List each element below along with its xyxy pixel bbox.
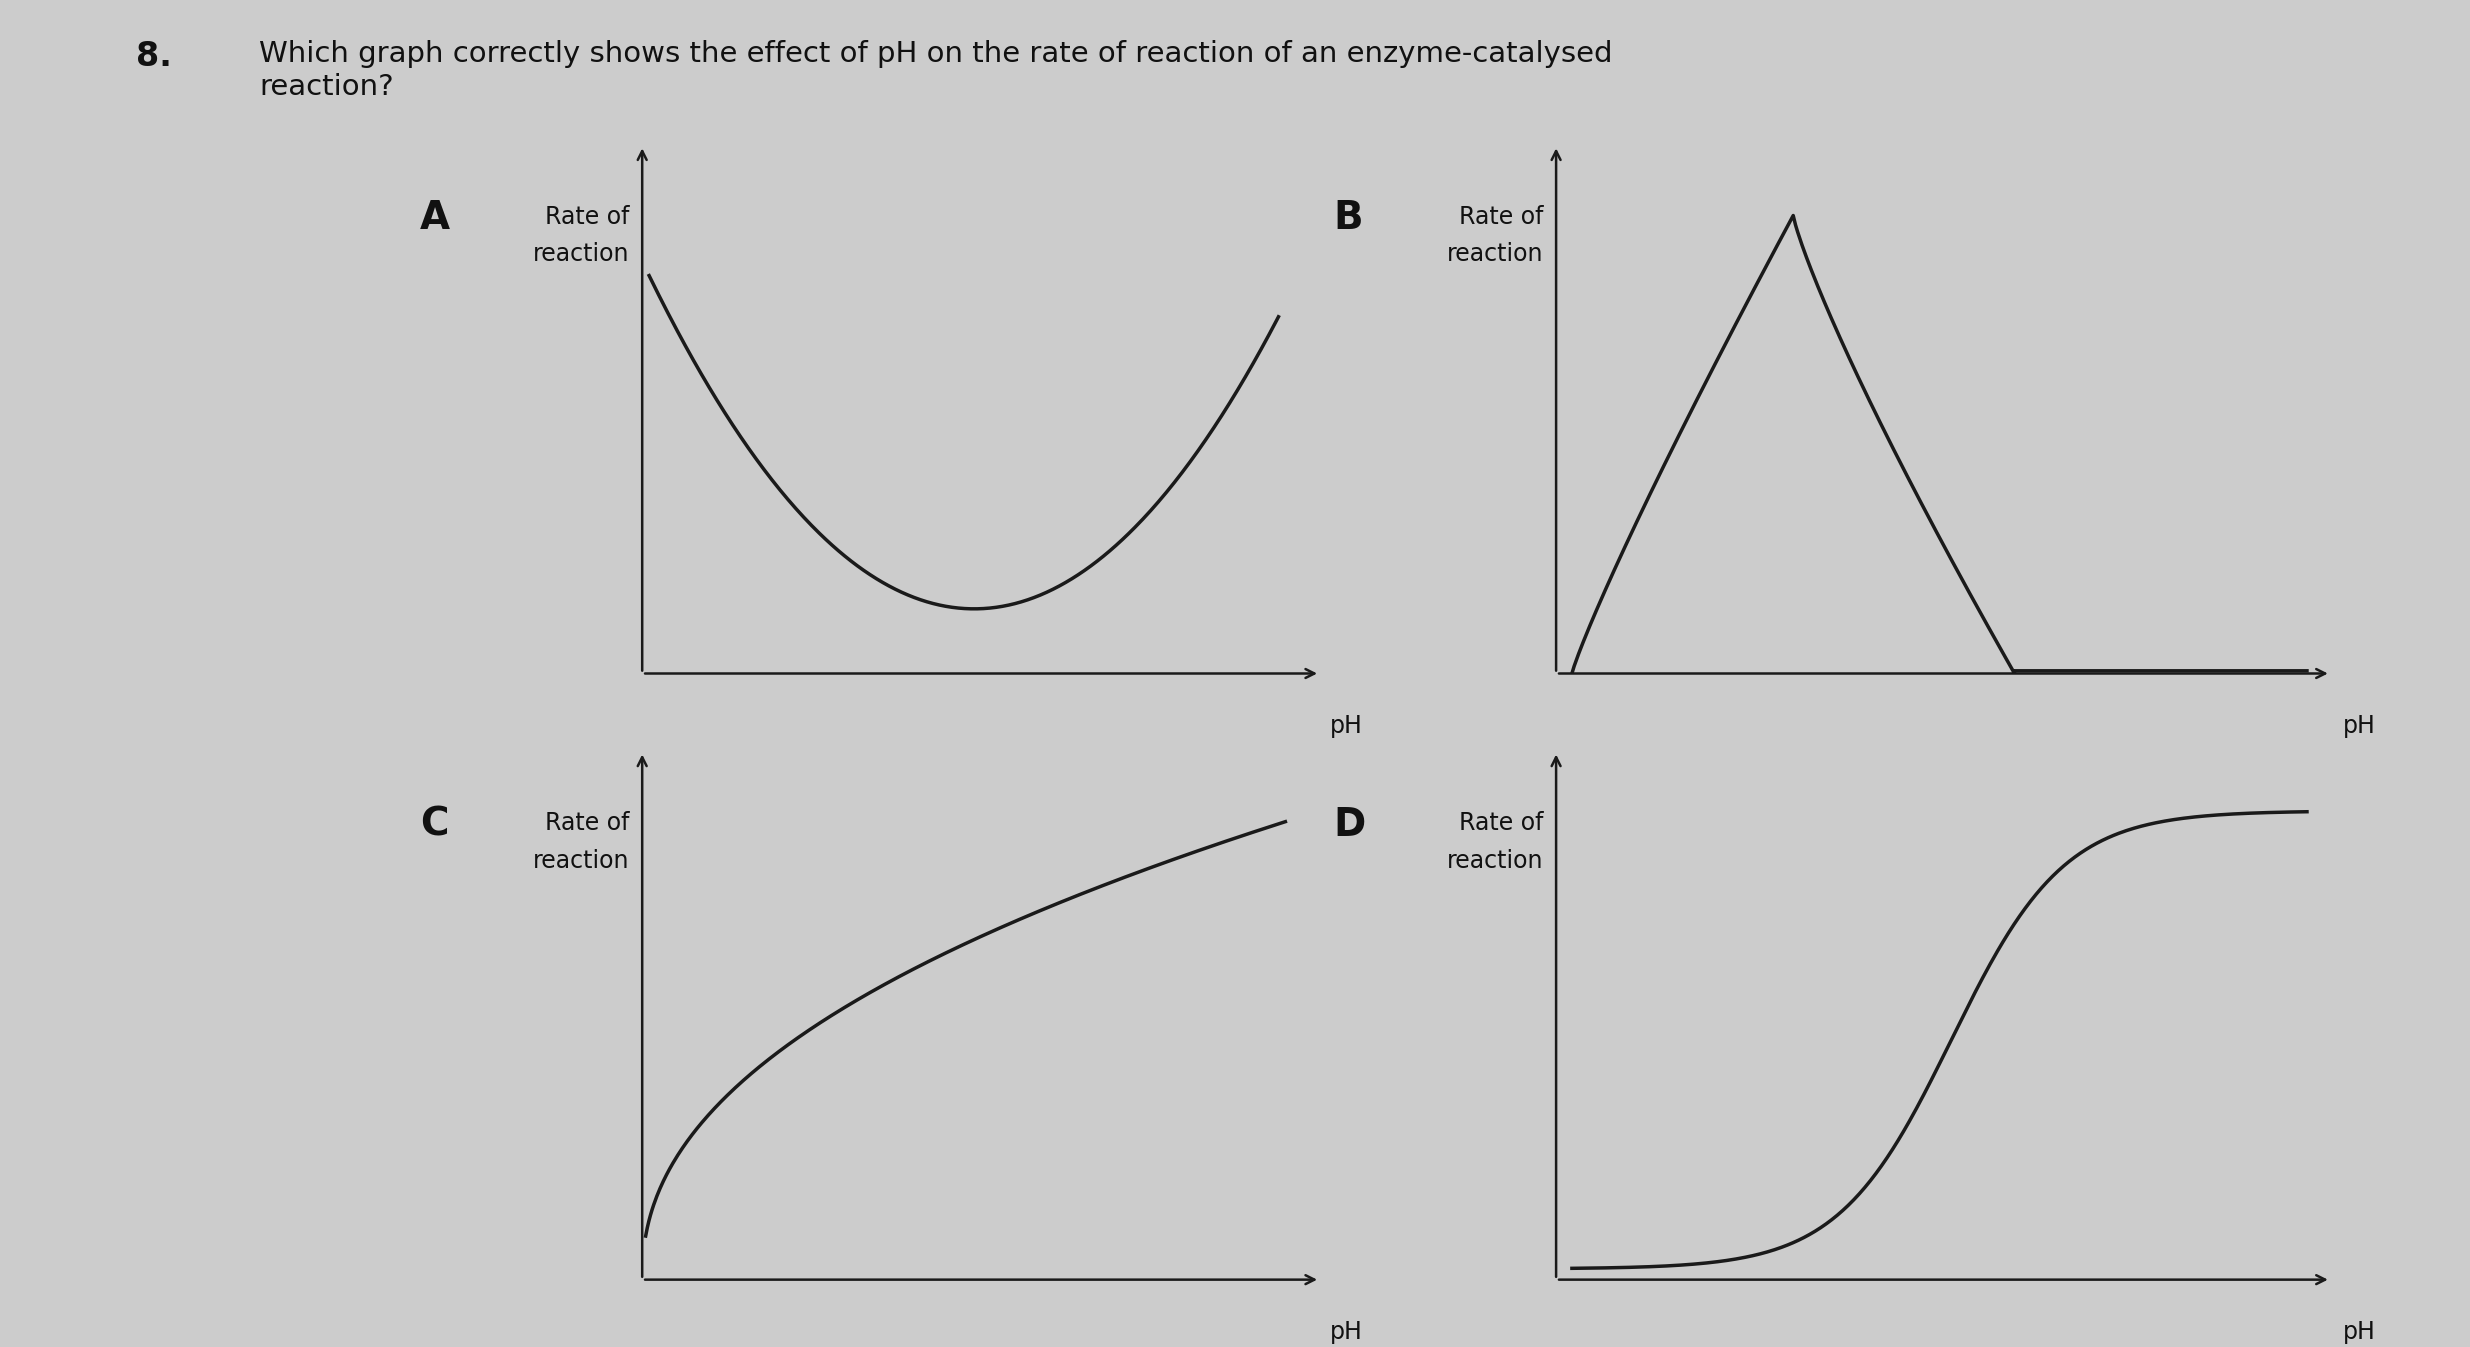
Text: pH: pH [1329, 714, 1363, 738]
Text: Rate of: Rate of [546, 811, 630, 835]
Text: D: D [1334, 806, 1366, 843]
Text: pH: pH [2342, 714, 2376, 738]
Text: C: C [420, 806, 450, 843]
Text: reaction: reaction [1447, 242, 1544, 267]
Text: reaction: reaction [534, 849, 630, 873]
Text: 8.: 8. [136, 40, 173, 73]
Text: B: B [1334, 199, 1363, 237]
Text: pH: pH [1329, 1320, 1363, 1344]
Text: Which graph correctly shows the effect of pH on the rate of reaction of an enzym: Which graph correctly shows the effect o… [259, 40, 1613, 101]
Text: Rate of: Rate of [1460, 205, 1544, 229]
Text: reaction: reaction [1447, 849, 1544, 873]
Text: Rate of: Rate of [1460, 811, 1544, 835]
Text: reaction: reaction [534, 242, 630, 267]
Text: A: A [420, 199, 450, 237]
Text: Rate of: Rate of [546, 205, 630, 229]
Text: pH: pH [2342, 1320, 2376, 1344]
